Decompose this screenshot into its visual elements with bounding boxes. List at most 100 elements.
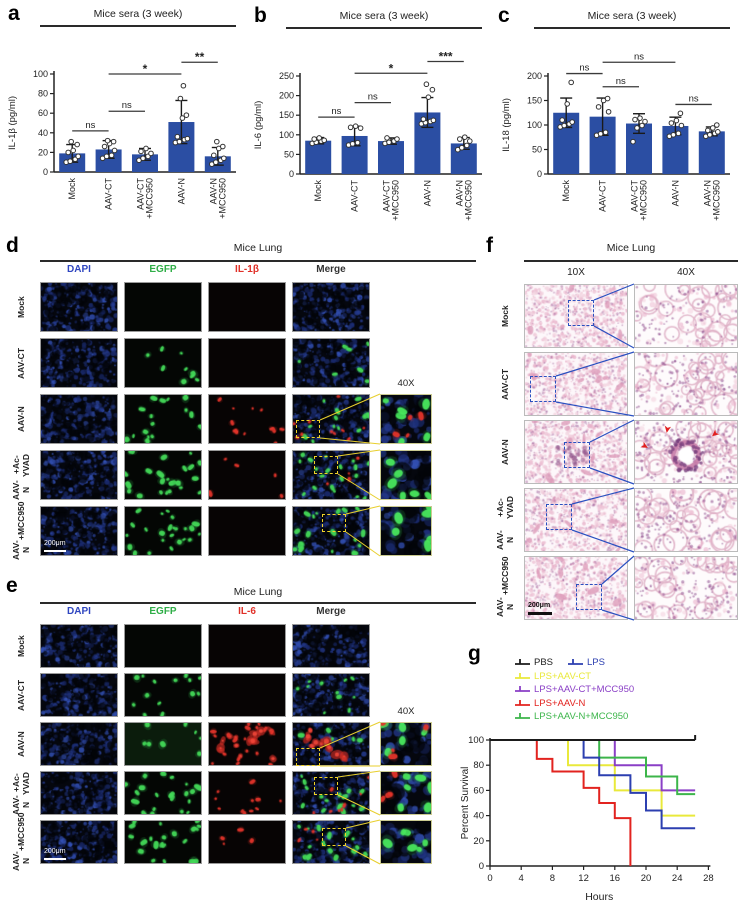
svg-text:Mice sera (3 week): Mice sera (3 week) (94, 8, 183, 20)
svg-text:+MCC950: +MCC950 (639, 180, 649, 221)
svg-text:12: 12 (578, 873, 589, 884)
micrograph-panel-d-AAV-CT-red (208, 338, 286, 388)
row-label-Mock: Mock (500, 305, 510, 327)
row-label-AAV-N+MCC950: AAV-N +MCC950 (11, 812, 31, 872)
row-label-AAV-N+Ac-YVAD: AAV-N +Ac-YVAD (495, 496, 515, 550)
svg-text:Mock: Mock (67, 178, 77, 200)
svg-text:60: 60 (473, 785, 484, 796)
svg-text:**: ** (195, 50, 205, 64)
svg-text:100: 100 (468, 735, 484, 746)
svg-text:Mice sera (3 week): Mice sera (3 week) (588, 10, 677, 22)
panel-e-title-underline (40, 602, 476, 604)
bar-chart-il18: Mice sera (3 week) 0 50 100 150 200 IL-18 (pg/… (494, 2, 742, 239)
micrograph-panel-e-AAV-CT-red (208, 673, 286, 717)
svg-text:+MCC950: +MCC950 (145, 178, 155, 219)
svg-text:AAV-CT: AAV-CT (136, 178, 146, 210)
panel-f: f Mice Lung 10X 40X Mock AAV-CT AAV-N ➤ ➤ ➤ AAV-… (486, 234, 742, 638)
svg-text:ns: ns (122, 100, 132, 111)
svg-text:Hours: Hours (585, 891, 613, 903)
magnification-label-40x: 40X (397, 378, 415, 389)
panel-d: d Mice Lung DAPI EGFP IL-1β Merge 40X Mock AAV… (0, 234, 482, 600)
micrograph-panel-e-AAV-N+MCC950-red (208, 820, 286, 864)
svg-text:40: 40 (473, 811, 484, 822)
zoom-region-box (564, 442, 590, 468)
legend-item-LPS: LPS (567, 657, 605, 668)
micrograph-panel-e-AAV-CT-dapi (40, 673, 118, 717)
svg-text:AAV-N: AAV-N (670, 180, 680, 206)
survival-chart-svg: 0 4 8 12 16 20 24 28 0 20 40 60 80 100 Hours Percent Su… (460, 735, 714, 903)
survival-legend: PBS LPS LPS+AAV-CT LPS+AAV-CT+MCC950 LPS+AAV… (514, 656, 648, 724)
svg-text:Mice sera (3 week): Mice sera (3 week) (340, 10, 429, 22)
row-label-Mock: Mock (16, 635, 26, 657)
micrograph-panel-e-AAV-CT-egfp (124, 673, 202, 717)
panel-a: a Mice sera (3 week) 0 20 40 60 80 100 IL-1β (p… (0, 0, 244, 232)
svg-text:ns: ns (368, 92, 378, 103)
panel-e: e Mice Lung DAPI EGFP IL-6 Merge 40X Mock AAV-… (0, 574, 482, 907)
micrograph-panel-d-AAV-N+MCC950-egfp (124, 506, 202, 556)
micrograph-panel-d-Mock-merge (292, 282, 370, 332)
svg-text:16: 16 (610, 873, 621, 884)
micrograph-panel-e-AAV-CT-merge (292, 673, 370, 717)
micrograph-panel-e-Mock-merge (292, 624, 370, 668)
panel-d-title-underline (40, 260, 476, 262)
svg-text:AAV-N: AAV-N (702, 180, 712, 206)
micrograph-panel-d-AAV-CT-merge (292, 338, 370, 388)
survival-curve-LPS+AAV-N (490, 739, 632, 866)
panel-d-title: Mice Lung (233, 242, 283, 254)
svg-text:80: 80 (38, 89, 48, 99)
legend-item-LPS+AAV-CT: LPS+AAV-CT (514, 671, 591, 682)
svg-text:250: 250 (279, 71, 294, 81)
svg-text:AAV-N: AAV-N (176, 178, 186, 204)
micrograph-panel-d-AAV-N-dapi (40, 394, 118, 444)
svg-text:60: 60 (38, 108, 48, 118)
micrograph-panel-d-AAV-N-40x-inset (380, 394, 432, 444)
zoom-region-box (322, 828, 346, 846)
panel-letter-g: g (468, 642, 481, 665)
micrograph-panel-d-AAV-N+MCC950-dapi (40, 506, 118, 556)
scale-bar (528, 612, 552, 615)
micrograph-panel-d-AAV-N+Ac-YVAD-red (208, 450, 286, 500)
micrograph-panel-d-AAV-N+Ac-YVAD-egfp (124, 450, 202, 500)
svg-text:8: 8 (550, 873, 555, 884)
histology-AAV-N-40x (634, 420, 738, 484)
histology-AAV-N+MCC950-40x (634, 556, 738, 620)
row-label-AAV-CT: AAV-CT (16, 679, 26, 711)
column-label-EGFP: EGFP (149, 264, 177, 275)
svg-text:+MCC950: +MCC950 (463, 180, 473, 221)
svg-text:Percent Survival: Percent Survival (460, 767, 471, 840)
micrograph-panel-e-Mock-red (208, 624, 286, 668)
micrograph-panel-e-AAV-N-red (208, 722, 286, 766)
zoom-region-box (296, 420, 320, 438)
micrograph-panel-d-AAV-N-red (208, 394, 286, 444)
bar-chart-il1b: Mice sera (3 week) 0 20 40 60 80 100 IL-1β (pg/… (0, 0, 244, 237)
magnification-label-40x: 40X (397, 706, 415, 717)
svg-text:ns: ns (634, 51, 644, 62)
survival-curve-LPS (490, 739, 696, 830)
micrograph-panel-d-Mock-dapi (40, 282, 118, 332)
micrograph-panel-e-AAV-N+Ac-YVAD-dapi (40, 771, 118, 815)
row-label-AAV-N+Ac-YVAD: AAV-N +Ac-YVAD (11, 453, 31, 500)
svg-text:*: * (143, 62, 148, 76)
micrograph-panel-e-AAV-N+MCC950-40x-inset (380, 820, 432, 864)
svg-text:ns: ns (689, 93, 699, 104)
zoom-region-box (322, 514, 346, 532)
panel-letter-b: b (254, 4, 267, 27)
micrograph-panel-d-AAV-N+MCC950-40x-inset (380, 506, 432, 556)
svg-text:ns: ns (85, 120, 95, 131)
survival-curve-LPS+AAV-N+MCC950 (490, 739, 696, 796)
panel-letter-f: f (486, 234, 493, 257)
micrograph-panel-d-AAV-N-egfp (124, 394, 202, 444)
micrograph-panel-e-Mock-dapi (40, 624, 118, 668)
bar-chart-svg-a: Mice sera (3 week) 0 20 40 60 80 100 IL-1β (pg/… (7, 8, 236, 219)
survival-marker-icon (568, 659, 584, 666)
micrograph-panel-d-AAV-N+Ac-YVAD-dapi (40, 450, 118, 500)
scale-bar (44, 858, 66, 860)
scale-bar (44, 550, 66, 552)
survival-marker-icon (515, 686, 530, 693)
svg-text:*: * (389, 61, 394, 75)
svg-text:20: 20 (473, 836, 484, 847)
row-label-AAV-CT: AAV-CT (500, 368, 510, 400)
bar-chart-il6: Mice sera (3 week) 0 50 100 150 200 250 IL-6 (p… (246, 2, 490, 239)
panel-c: c Mice sera (3 week) 0 50 100 150 200 IL-18 (p… (494, 2, 742, 234)
